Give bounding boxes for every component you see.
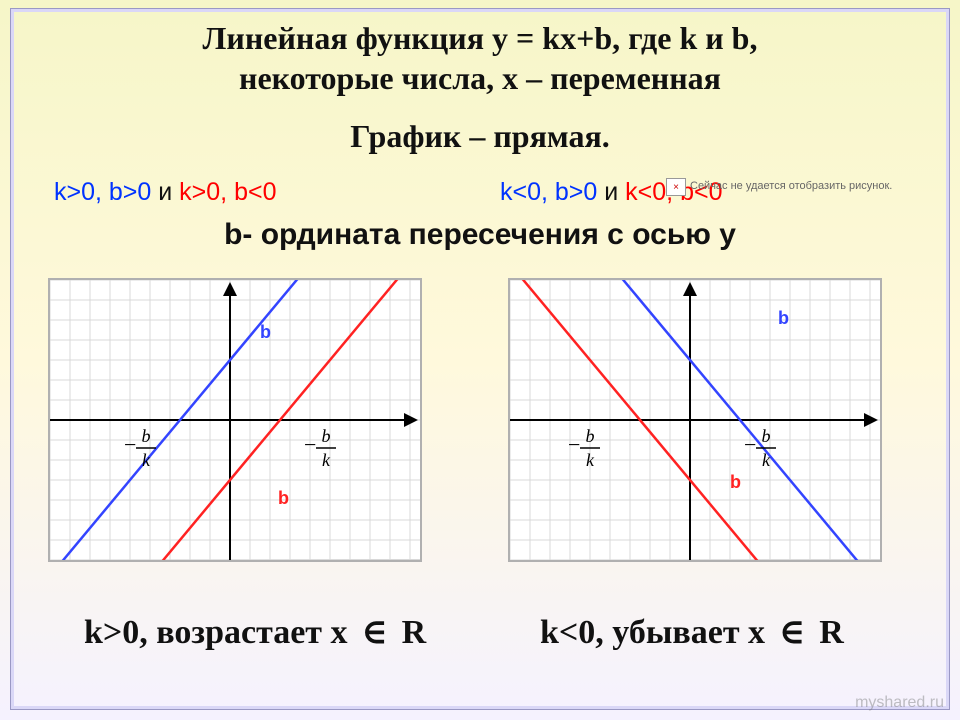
bottom-left-text: k>0, возрастает x ∈ R: [84, 612, 426, 652]
element-of-icon: ∈: [356, 614, 393, 651]
chart-right: bb−bk−bk: [508, 278, 882, 562]
svg-text:b: b: [586, 426, 595, 446]
svg-text:−: −: [124, 432, 136, 457]
title-line-2: некоторые числа, x – переменная: [0, 60, 960, 97]
svg-text:k: k: [586, 450, 595, 470]
svg-text:k: k: [322, 450, 331, 470]
bottom-right-text: k<0, убывает x ∈ R: [540, 612, 844, 652]
svg-text:b: b: [778, 308, 789, 328]
caption-right-sep: и: [597, 178, 625, 206]
element-of-icon: ∈: [774, 614, 811, 651]
caption-left-part2: k>0, b<0: [179, 178, 276, 206]
svg-text:b: b: [278, 488, 289, 508]
broken-image-text: Сейчас не удается отобразить рисунок.: [690, 180, 892, 192]
caption-left-part1: k>0, b>0: [54, 178, 151, 206]
title-line-1: Линейная функция y = kx+b, где k и b,: [0, 20, 960, 57]
caption-left-sep: и: [151, 178, 179, 206]
svg-text:b: b: [260, 322, 271, 342]
broken-image-icon: ×: [666, 178, 686, 196]
svg-text:b: b: [322, 426, 331, 446]
svg-text:b: b: [730, 472, 741, 492]
svg-text:k: k: [762, 450, 771, 470]
svg-text:−: −: [744, 432, 756, 457]
svg-text:−: −: [568, 432, 580, 457]
note-ordinate: b- ордината пересечения с осью y: [0, 218, 960, 252]
chart-left: bb−bk−bk: [48, 278, 422, 562]
svg-text:b: b: [762, 426, 771, 446]
caption-right-part1: k<0, b>0: [500, 178, 597, 206]
watermark: myshared.ru: [855, 694, 944, 712]
svg-text:k: k: [142, 450, 151, 470]
svg-text:b: b: [142, 426, 151, 446]
caption-left: k>0, b>0 и k>0, b<0: [54, 178, 276, 207]
svg-text:−: −: [304, 432, 316, 457]
title-line-3: График – прямая.: [0, 118, 960, 155]
